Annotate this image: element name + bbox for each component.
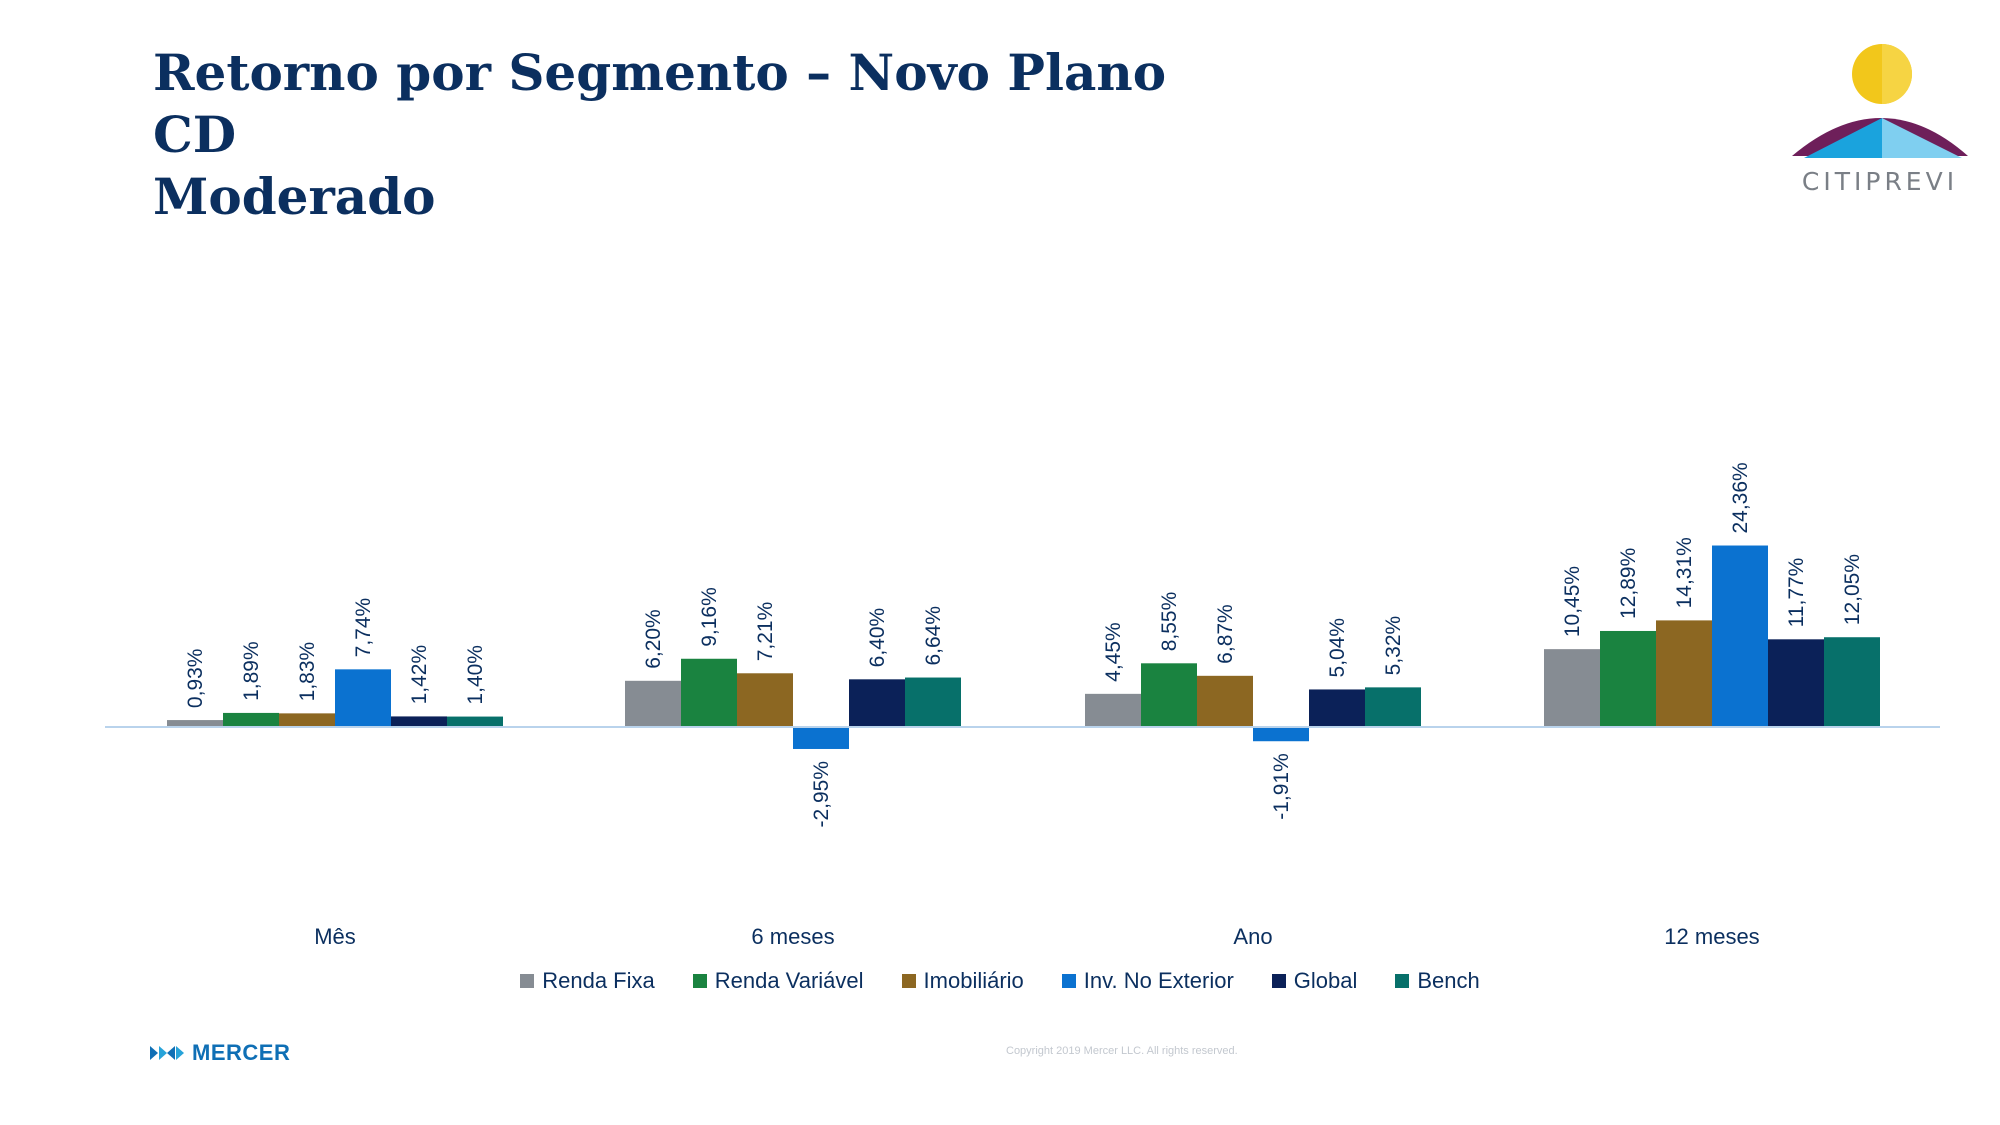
data-label: -1,91%: [1270, 753, 1293, 820]
legend-label: Bench: [1417, 968, 1480, 993]
legend-item: Renda Fixa: [520, 968, 655, 994]
bar: [1309, 689, 1365, 727]
legend-label: Global: [1293, 968, 1358, 993]
bar: [681, 658, 737, 727]
data-label: 7,21%: [754, 602, 777, 662]
data-label: 12,89%: [1617, 548, 1640, 619]
legend-swatch: [901, 974, 916, 988]
bar: [223, 712, 279, 727]
bar: [1253, 727, 1309, 742]
legend-swatch: [692, 974, 707, 988]
bar: [335, 669, 391, 727]
bar: [1712, 545, 1768, 727]
data-label: 9,16%: [698, 587, 721, 647]
bar: [737, 673, 793, 727]
category-label: 12 meses: [1664, 924, 1759, 949]
logo-sun-highlight: [1882, 44, 1912, 104]
data-label: 0,93%: [184, 649, 207, 709]
data-label: 1,40%: [464, 645, 487, 705]
copyright-notice: Copyright 2019 Mercer LLC. All rights re…: [1006, 1045, 1238, 1057]
bar: [1365, 687, 1421, 727]
logo-roof-right: [1882, 118, 1962, 158]
data-labels-group: 0,93% 6,20% 4,45% 10,45% 1,89% 9,16% 8,55% 12,8…: [184, 462, 1864, 827]
bar: [1824, 637, 1880, 727]
bar: [1141, 663, 1197, 727]
legend-item: Global: [1271, 968, 1358, 994]
slide-title-line-2: Moderado: [153, 167, 436, 226]
bar: [1085, 693, 1141, 727]
bar: [1656, 620, 1712, 727]
logo-text: CITIPREVI: [1802, 167, 1958, 196]
legend-item: Bench: [1395, 968, 1480, 994]
data-label: 6,40%: [866, 608, 889, 668]
data-label: 1,83%: [296, 642, 319, 702]
bar: [1544, 649, 1600, 727]
legend-label: Inv. No Exterior: [1083, 968, 1234, 993]
category-labels-group: Mês 6 meses Ano 12 meses: [314, 924, 1759, 949]
bars-group: [167, 545, 1880, 749]
legend-label: Renda Fixa: [542, 968, 655, 993]
data-label: 10,45%: [1561, 566, 1584, 637]
bar: [849, 679, 905, 727]
data-label: 14,31%: [1673, 537, 1696, 608]
legend-item: Inv. No Exterior: [1061, 968, 1234, 994]
legend-item: Renda Variável: [692, 968, 864, 994]
citiprevi-logo: CITIPREVI: [1792, 44, 1968, 196]
legend-label: Renda Variável: [714, 968, 864, 993]
mercer-brand: MERCER: [150, 1040, 290, 1066]
bar: [625, 680, 681, 727]
data-label: 5,04%: [1326, 618, 1349, 678]
data-label: 6,64%: [922, 606, 945, 666]
legend-swatch: [1271, 974, 1286, 988]
bar: [905, 677, 961, 727]
data-label: 1,89%: [240, 641, 263, 701]
data-label: 8,55%: [1158, 592, 1181, 652]
legend-item: Imobiliário: [901, 968, 1024, 994]
category-label: Ano: [1233, 924, 1272, 949]
data-label: 6,20%: [642, 609, 665, 669]
bar: [793, 727, 849, 749]
data-label: 11,77%: [1785, 558, 1808, 628]
legend-swatch: [1395, 974, 1410, 988]
bar: [391, 716, 447, 727]
bar: [1197, 675, 1253, 727]
legend-swatch: [1061, 974, 1076, 988]
logo-roof-left: [1804, 118, 1882, 158]
bar: [447, 716, 503, 727]
data-label: 5,32%: [1382, 616, 1405, 676]
data-label: -2,95%: [810, 761, 833, 828]
legend-swatch: [520, 974, 535, 988]
chart-legend: Renda Fixa Renda Variável Imobiliário Inv. …: [0, 968, 2000, 994]
data-label: 6,87%: [1214, 604, 1237, 664]
bar: [1768, 639, 1824, 727]
data-label: 24,36%: [1729, 462, 1752, 533]
bar: [1600, 630, 1656, 727]
bar: [279, 713, 335, 727]
data-label: 1,42%: [408, 645, 431, 705]
data-label: 4,45%: [1102, 622, 1125, 682]
bar: [167, 720, 223, 727]
data-label: 12,05%: [1841, 554, 1864, 625]
slide-title: Retorno por Segmento – Novo Plano CD Mod…: [153, 42, 1253, 228]
legend-label: Imobiliário: [923, 968, 1024, 993]
mercer-logo-icon: [150, 1046, 184, 1060]
category-label: 6 meses: [751, 924, 834, 949]
data-label: 7,74%: [352, 598, 375, 658]
mercer-brand-text: MERCER: [192, 1040, 291, 1065]
returns-bar-chart: 0,93% 6,20% 4,45% 10,45% 1,89% 9,16% 8,55% 12,8…: [105, 462, 1940, 949]
slide-title-line-1: Retorno por Segmento – Novo Plano CD: [153, 43, 1167, 164]
category-label: Mês: [314, 924, 356, 949]
